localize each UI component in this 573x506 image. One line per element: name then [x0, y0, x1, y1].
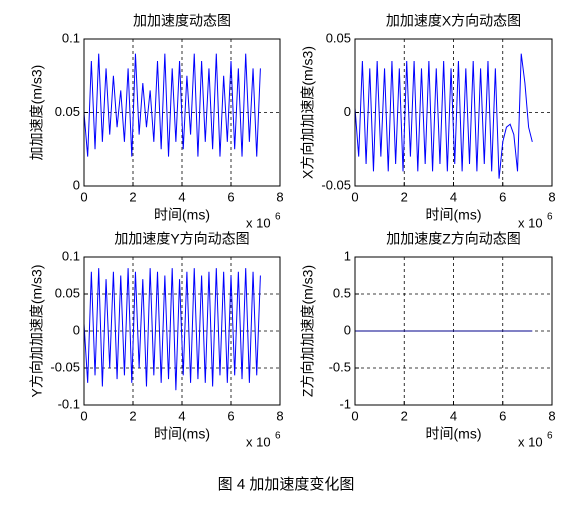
- y-tick-label: 0.1: [62, 30, 80, 45]
- x-tick-label: 4: [178, 189, 185, 204]
- axes-box: [83, 38, 281, 187]
- x-tick-label: 0: [351, 189, 358, 204]
- x-multiplier-exponent: 6: [547, 431, 553, 442]
- x-tick-label: 8: [548, 408, 555, 423]
- axes-box: [83, 256, 281, 406]
- data-line: [83, 268, 261, 391]
- axes-box: [354, 38, 553, 187]
- x-tick-label: 0: [351, 408, 358, 423]
- x-tick-label: 8: [276, 189, 283, 204]
- x-tick-label: 2: [401, 408, 408, 423]
- x-tick-label: 8: [548, 189, 555, 204]
- x-tick-label: 4: [450, 189, 457, 204]
- y-tick-label: 0.05: [55, 285, 80, 300]
- x-axis-label: 时间(ms): [154, 207, 210, 223]
- x-tick-label: 2: [129, 408, 136, 423]
- x-multiplier: x 10: [518, 215, 543, 230]
- x-axis-label: 时间(ms): [426, 426, 482, 442]
- y-axis-label: Y方向加加速度(m/s3): [29, 265, 45, 398]
- x-tick-label: 2: [129, 189, 136, 204]
- x-tick-label: 8: [276, 408, 283, 423]
- x-tick-label: 6: [227, 408, 234, 423]
- x-tick-label: 6: [227, 189, 234, 204]
- y-tick-label: -1: [339, 396, 351, 411]
- x-tick-label: 0: [80, 408, 87, 423]
- x-tick-label: 0: [80, 189, 87, 204]
- x-tick-label: 6: [499, 408, 506, 423]
- chart-title: 加加速度X方向动态图: [386, 13, 521, 29]
- y-tick-label: 0: [344, 322, 351, 337]
- chart-title: 加加速度Z方向动态图: [386, 231, 521, 247]
- y-tick-label: 0.1: [62, 248, 80, 263]
- y-tick-label: 0.5: [333, 285, 351, 300]
- x-multiplier-exponent: 6: [275, 431, 281, 442]
- data-line: [83, 53, 261, 157]
- y-tick-label: -0.05: [321, 177, 351, 192]
- y-tick-label: 0: [73, 177, 80, 192]
- x-multiplier: x 10: [518, 434, 543, 449]
- y-tick-label: 0: [73, 322, 80, 337]
- x-axis-label: 时间(ms): [154, 426, 210, 442]
- x-multiplier-exponent: 6: [275, 212, 281, 223]
- figure-caption: 图 4 加加速度变化图: [218, 476, 355, 493]
- x-tick-label: 6: [499, 189, 506, 204]
- x-multiplier-exponent: 6: [547, 212, 553, 223]
- x-tick-label: 2: [401, 189, 408, 204]
- y-tick-label: 0: [344, 104, 351, 119]
- y-tick-label: -0.05: [50, 359, 80, 374]
- data-line: [354, 53, 533, 179]
- y-tick-label: 1: [344, 248, 351, 263]
- y-tick-label: 0.05: [326, 30, 351, 45]
- y-tick-label: 0.05: [55, 104, 80, 119]
- x-axis-label: 时间(ms): [426, 207, 482, 223]
- chart-title: 加加速度Y方向动态图: [114, 231, 249, 247]
- x-multiplier: x 10: [246, 215, 271, 230]
- y-axis-label: Z方向加加速度(m/s3): [300, 265, 316, 397]
- axes-box: [354, 256, 553, 406]
- y-axis-label: X方向加加速度(m/s3): [300, 46, 316, 179]
- y-axis-label: 加加速度(m/s3): [29, 65, 45, 161]
- y-tick-label: -0.1: [58, 396, 80, 411]
- chart-title: 加加速度动态图: [133, 13, 231, 29]
- x-tick-label: 4: [450, 408, 457, 423]
- y-tick-label: -0.5: [329, 359, 351, 374]
- x-tick-label: 4: [178, 408, 185, 423]
- x-multiplier: x 10: [246, 434, 271, 449]
